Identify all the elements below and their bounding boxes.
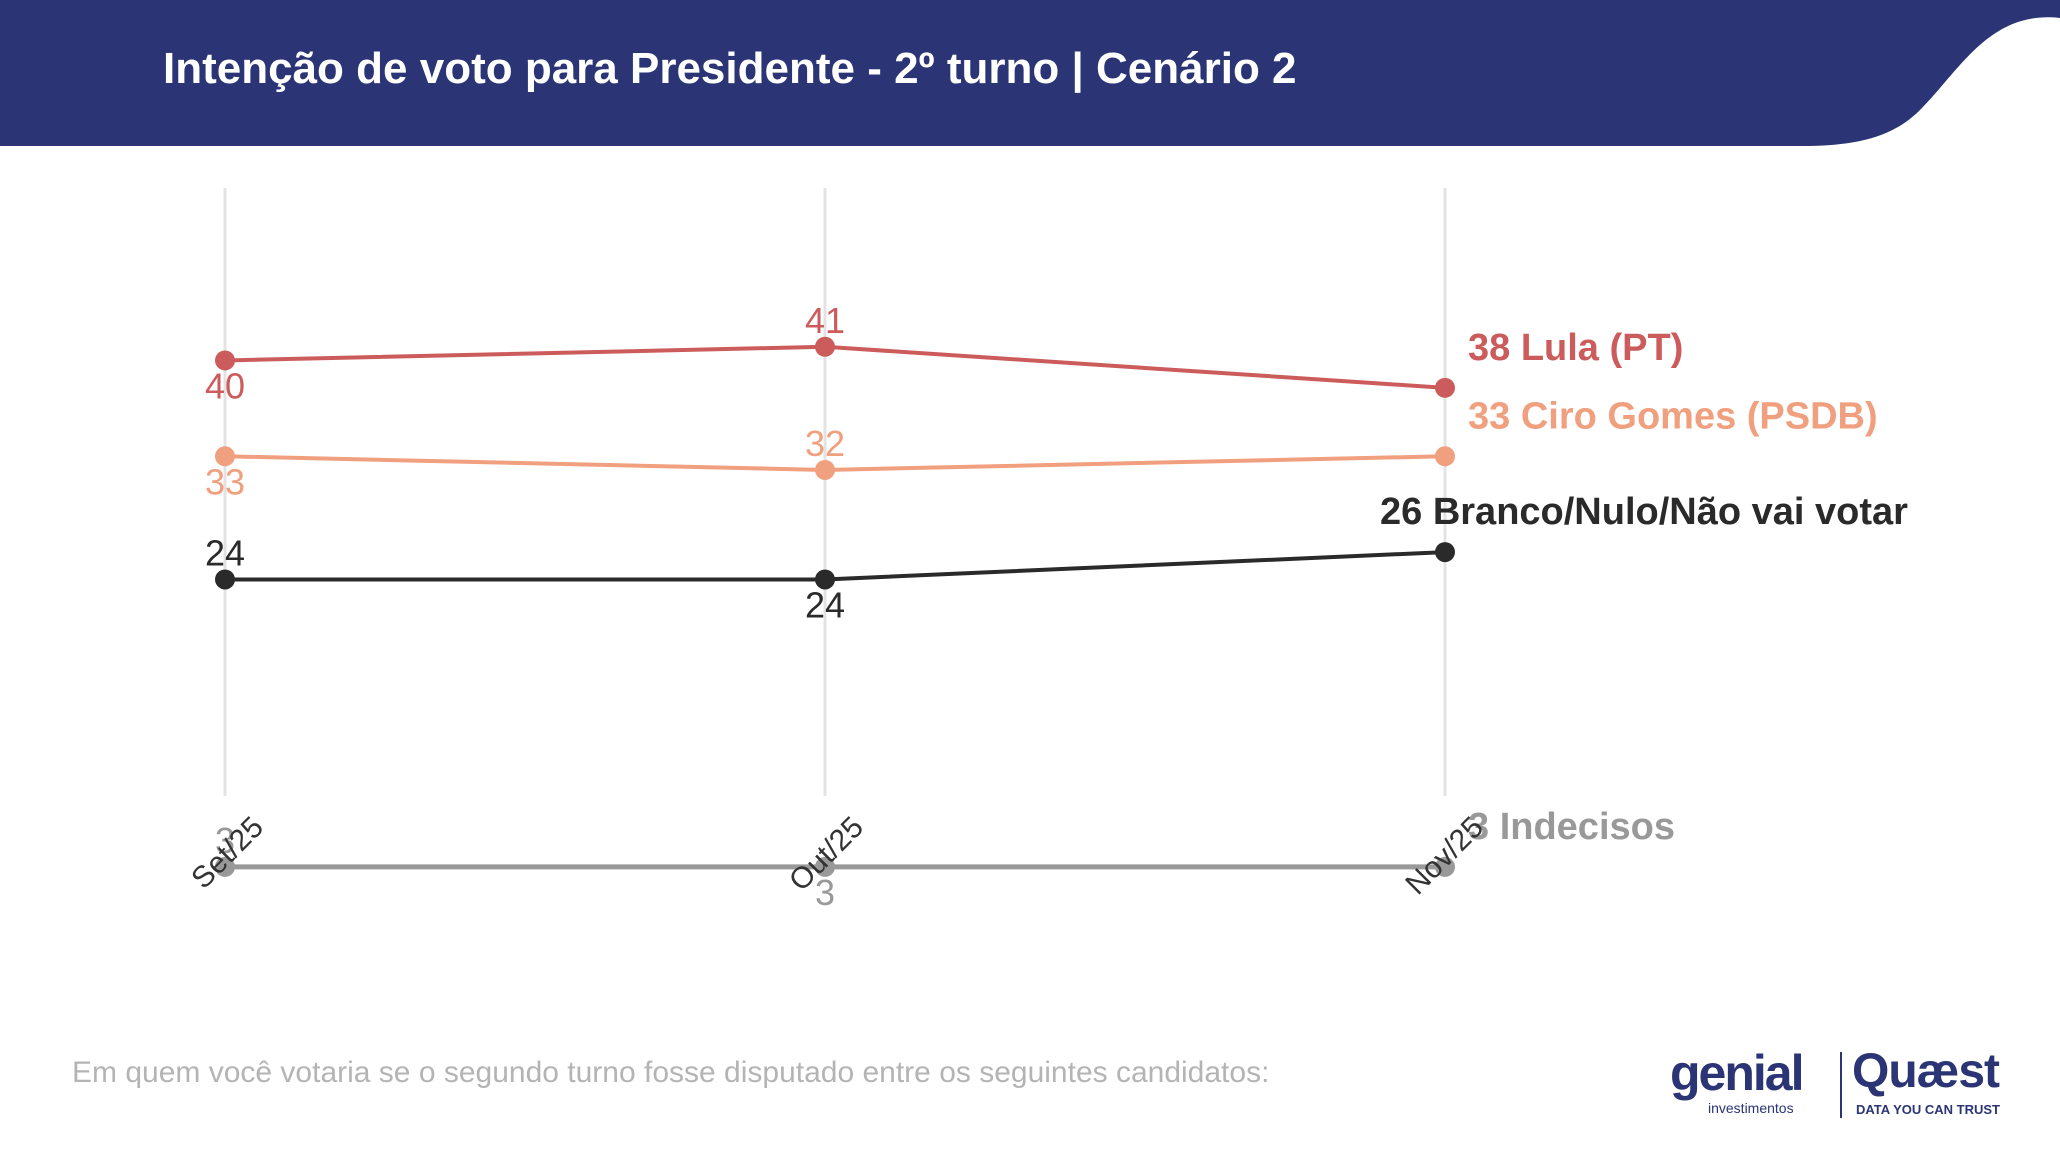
header-background [0,0,2060,146]
x-tick-label: Nov/25 [1399,811,1490,902]
data-label: 3 [215,820,235,861]
data-label: 24 [805,584,845,625]
quaest-logo: Quæst [1852,1045,2000,1098]
series-end-label: 3 Indecisos [1468,806,1675,848]
data-label: 41 [805,300,845,341]
header-banner: Intenção de voto para Presidente - 2º tu… [0,0,2060,146]
series-end-label: 26 Branco/Nulo/Não vai votar [1380,491,1908,533]
data-label: 32 [805,423,845,464]
data-label: 3 [815,872,835,913]
series-line-2 [225,550,1446,582]
series-end-label: 33 Ciro Gomes (PSDB) [1468,395,1878,437]
page-title: Intenção de voto para Presidente - 2º tu… [163,44,1297,93]
x-axis: Set/25 Out/25 Nov/25 [185,811,1490,902]
data-point [1435,542,1455,563]
data-point [215,350,235,371]
data-label: 33 [205,461,245,502]
data-point [1435,446,1455,467]
data-point [215,856,235,877]
data-point [815,459,835,480]
genial-logo-subtitle: investimentos [1708,1100,1794,1116]
logo-divider [1840,1052,1842,1118]
data-label: 24 [205,532,245,573]
survey-question: Em quem você votaria se o segundo turno … [72,1056,1270,1089]
data-point [1435,377,1455,398]
chart-grid [223,188,1447,796]
genial-logo: genial [1670,1045,1804,1101]
logos: genial investimentos Quæst DATA YOU CAN … [1660,1045,2020,1120]
series-line-0 [224,344,1446,390]
series-end-label: 38 Lula (PT) [1468,327,1683,369]
data-point [215,569,235,590]
data-point [815,336,835,357]
chart-points [215,336,1455,877]
data-point [815,569,835,590]
quaest-logo-tagline: DATA YOU CAN TRUST [1856,1102,2000,1117]
data-point [815,856,835,877]
data-point [215,446,235,467]
data-point [1435,856,1455,877]
data-label: 40 [205,365,245,406]
